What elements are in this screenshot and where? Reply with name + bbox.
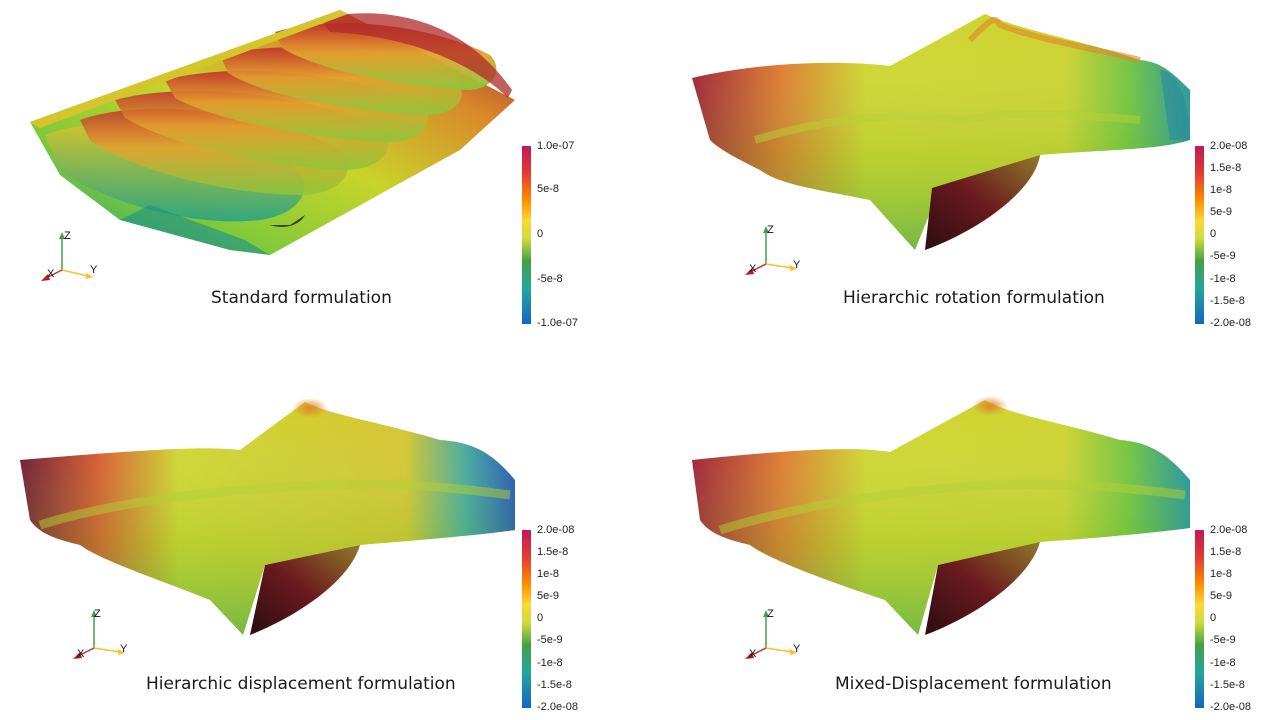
surface-plot-standard — [30, 10, 515, 255]
axis-y-label: Y — [90, 264, 98, 276]
colorbar-hierarchic-rotation — [1195, 146, 1204, 324]
caption-mixed-displacement: Mixed-Displacement formulation — [835, 674, 1112, 694]
colorbar-label: -1e-8 — [1210, 273, 1236, 285]
colorbar-label: -1.5e-8 — [1210, 295, 1245, 307]
colorbar-label: -5e-9 — [1210, 634, 1236, 646]
surface-plot-hierarchic-displacement — [20, 398, 515, 635]
colorbar-label: 0 — [1210, 612, 1217, 624]
axis-x-label: X — [77, 648, 85, 660]
colorbar-label: 5e-9 — [537, 590, 560, 602]
colorbar-label: 1e-8 — [1210, 568, 1233, 580]
colorbar-label: -5e-9 — [1210, 250, 1236, 262]
panel-hierarchic-displacement — [0, 360, 640, 720]
axis-y-label: Y — [793, 259, 801, 271]
orientation-axes-hierarchic-rotation — [745, 226, 797, 275]
colorbar-mixed-displacement — [1195, 530, 1204, 708]
caption-standard: Standard formulation — [211, 288, 392, 308]
axis-z-label: Z — [767, 224, 774, 236]
colorbar-label: -1e-8 — [537, 657, 563, 669]
panel-hierarchic-rotation — [640, 0, 1280, 360]
colorbar-label: -1e-8 — [1210, 657, 1236, 669]
colorbar-label: 0 — [537, 612, 544, 624]
caption-hierarchic-rotation: Hierarchic rotation formulation — [843, 288, 1105, 308]
colorbar-label: -1.5e-8 — [1210, 679, 1245, 691]
colorbar-label: -2.0e-08 — [1210, 701, 1251, 713]
colorbar-label: 5e-8 — [537, 183, 560, 195]
axis-z-label: Z — [94, 608, 101, 620]
colorbar-label: 2.0e-08 — [1210, 524, 1248, 536]
caption-hierarchic-displacement: Hierarchic displacement formulation — [146, 674, 456, 694]
colorbar-label: 1e-8 — [537, 568, 560, 580]
orientation-axes-standard — [41, 232, 93, 281]
colorbar-label: 1.5e-8 — [1210, 546, 1242, 558]
colorbar-label: 2.0e-08 — [1210, 140, 1248, 152]
colorbar-label: 1e-8 — [1210, 184, 1233, 196]
colorbar-hierarchic-displacement — [522, 530, 531, 708]
orientation-axes-mixed-displacement — [745, 610, 797, 659]
panel-standard — [0, 0, 640, 360]
colorbar-label: -1.5e-8 — [537, 679, 572, 691]
panel-mixed-displacement — [640, 360, 1280, 720]
axis-y-label: Y — [793, 643, 801, 655]
colorbar-label: -2.0e-08 — [537, 701, 578, 713]
colorbar-label: -5e-8 — [537, 273, 563, 285]
colorbar-label: -5e-9 — [537, 634, 563, 646]
colorbar-label: 1.0e-07 — [537, 140, 575, 152]
colorbar-label: 5e-9 — [1210, 590, 1233, 602]
axis-z-label: Z — [767, 608, 774, 620]
colorbar-label: 5e-9 — [1210, 206, 1233, 218]
colorbar-label: -1.0e-07 — [537, 317, 578, 329]
colorbar-label: -2.0e-08 — [1210, 317, 1251, 329]
axis-z-label: Z — [64, 230, 71, 242]
axis-x-label: X — [47, 268, 55, 280]
colorbar-label: 2.0e-08 — [537, 524, 575, 536]
axis-y-label: Y — [120, 643, 128, 655]
surface-plot-hierarchic-rotation — [692, 14, 1190, 250]
axis-x-label: X — [749, 263, 757, 275]
surface-plot-mixed-displacement — [692, 396, 1190, 635]
colorbar-label: 0 — [1210, 228, 1217, 240]
orientation-axes-hierarchic-displacement — [73, 610, 125, 659]
colorbar-label: 0 — [537, 228, 544, 240]
colorbar-label: 1.5e-8 — [1210, 162, 1242, 174]
colorbar-label: 1.5e-8 — [537, 546, 569, 558]
colorbar-standard — [522, 146, 531, 324]
axis-x-label: X — [749, 648, 757, 660]
